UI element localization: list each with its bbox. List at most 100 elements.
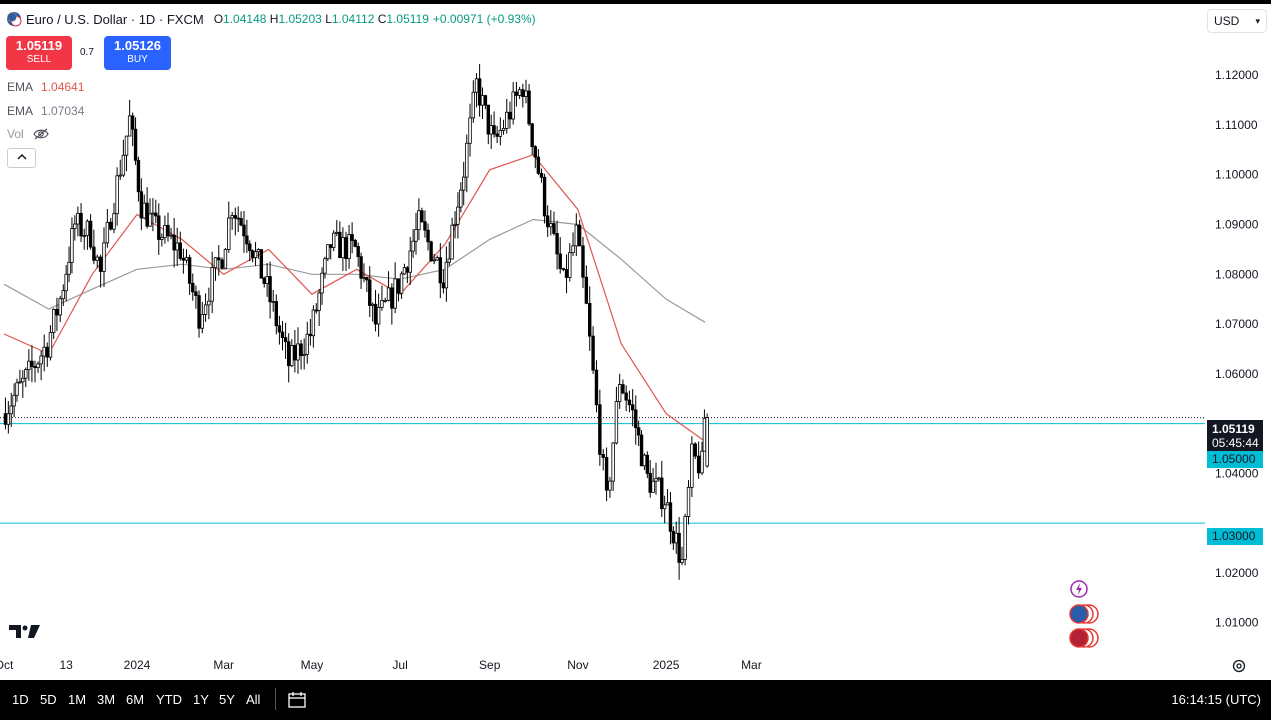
price-axis[interactable]: 1.12000 1.11000 1.10000 1.09000 1.08000 1.070… bbox=[1215, 68, 1259, 629]
candle bbox=[505, 98, 509, 134]
candle-body bbox=[456, 206, 460, 225]
candle bbox=[495, 125, 499, 144]
range-3m-button[interactable]: 3M bbox=[97, 692, 116, 707]
candle-body bbox=[350, 234, 354, 241]
candle bbox=[277, 315, 282, 345]
eye-crossed-icon[interactable] bbox=[32, 127, 50, 141]
utc-clock[interactable]: 16:14:15 (UTC) bbox=[1171, 692, 1261, 707]
candle bbox=[668, 492, 673, 545]
ema-slow-legend[interactable]: EMA 1.07034 bbox=[7, 104, 84, 118]
candle-body bbox=[265, 276, 269, 284]
calendar-icon[interactable] bbox=[287, 690, 307, 710]
y-tick-label: 1.10000 bbox=[1215, 168, 1259, 182]
candle bbox=[230, 212, 234, 230]
lightning-icon bbox=[1070, 580, 1088, 598]
candle-body bbox=[157, 215, 161, 240]
candle-body bbox=[411, 240, 415, 252]
candle bbox=[527, 84, 531, 127]
range-1d-button[interactable]: 1D bbox=[12, 692, 29, 707]
candle bbox=[268, 261, 272, 319]
symbol-title[interactable]: Euro / U.S. Dollar · 1D · FXCM bbox=[26, 11, 204, 27]
open-value: 1.04148 bbox=[223, 12, 267, 26]
candle bbox=[441, 269, 446, 294]
candle-body bbox=[486, 104, 490, 135]
current-candle-body bbox=[705, 417, 709, 467]
range-ytd-button[interactable]: YTD bbox=[156, 692, 182, 707]
candle-body bbox=[175, 242, 179, 251]
candle-body bbox=[654, 478, 658, 482]
candle-body bbox=[82, 235, 86, 237]
last-price-value: 1.05119 bbox=[1212, 422, 1255, 436]
buy-button[interactable]: 1.05126 BUY bbox=[104, 36, 171, 70]
candle-body bbox=[18, 381, 22, 384]
candle-body bbox=[341, 237, 345, 259]
candle-body bbox=[483, 95, 488, 106]
candle bbox=[256, 248, 261, 259]
candle-body bbox=[674, 532, 678, 544]
candle bbox=[370, 302, 375, 322]
event-markers[interactable] bbox=[1069, 580, 1099, 648]
range-1m-button[interactable]: 1M bbox=[68, 692, 87, 707]
candle bbox=[399, 271, 404, 299]
tradingview-logo-icon[interactable] bbox=[9, 623, 41, 639]
candle-body bbox=[217, 257, 221, 261]
candle-body bbox=[320, 272, 324, 294]
candle bbox=[39, 350, 43, 381]
candle-body bbox=[191, 282, 195, 293]
candle-body bbox=[627, 399, 632, 406]
range-all-button[interactable]: All bbox=[246, 692, 261, 707]
range-1y-button[interactable]: 1Y bbox=[193, 692, 209, 707]
range-5y-button[interactable]: 5Y bbox=[219, 692, 235, 707]
candle bbox=[545, 205, 550, 237]
ema-fast-legend[interactable]: EMA 1.04641 bbox=[7, 80, 84, 94]
currency-select[interactable]: USD ▾ bbox=[1207, 9, 1267, 33]
candle bbox=[70, 217, 74, 274]
candle-body bbox=[405, 267, 410, 273]
candle bbox=[549, 209, 553, 236]
candle-body bbox=[581, 245, 585, 278]
candle bbox=[36, 361, 40, 373]
candle-body bbox=[48, 332, 53, 358]
candle bbox=[492, 111, 496, 138]
candle-body bbox=[420, 210, 424, 223]
candle-body bbox=[207, 300, 211, 306]
range-6m-button[interactable]: 6M bbox=[126, 692, 145, 707]
candle bbox=[450, 217, 454, 260]
candle-body bbox=[450, 224, 454, 260]
candle bbox=[471, 80, 475, 123]
time-axis[interactable]: Oct 13 2024 Mar May Jul Sep Nov 2025 Mar bbox=[0, 658, 762, 672]
candle bbox=[73, 215, 77, 241]
bar-countdown: 05:45:44 bbox=[1212, 436, 1259, 450]
candle-body bbox=[399, 273, 404, 294]
y-tick-label: 1.02000 bbox=[1215, 566, 1259, 580]
candle bbox=[172, 218, 176, 268]
candle-body bbox=[197, 295, 201, 329]
gear-icon[interactable] bbox=[1231, 658, 1247, 674]
candle-body bbox=[621, 384, 625, 394]
volume-legend[interactable]: Vol bbox=[7, 127, 50, 141]
candle bbox=[320, 267, 324, 305]
candle bbox=[102, 227, 106, 287]
candle-body bbox=[302, 353, 306, 356]
candle-body bbox=[471, 91, 475, 119]
x-tick-label: Jul bbox=[392, 658, 407, 672]
candle bbox=[227, 201, 231, 253]
candle bbox=[383, 297, 387, 303]
range-5d-button[interactable]: 5D bbox=[40, 692, 57, 707]
candle bbox=[611, 442, 615, 492]
candle bbox=[213, 257, 218, 281]
collapse-legend-button[interactable] bbox=[7, 148, 36, 168]
price-chart[interactable]: 1.12000 1.11000 1.10000 1.09000 1.08000 1.070… bbox=[0, 4, 1271, 680]
candle-body bbox=[233, 215, 238, 219]
candle bbox=[468, 103, 472, 157]
sell-button[interactable]: 1.05119 SELL bbox=[6, 36, 72, 70]
candle bbox=[642, 453, 647, 470]
candle-body bbox=[223, 249, 228, 269]
candle-body bbox=[95, 256, 99, 261]
candle-body bbox=[408, 250, 412, 273]
candle bbox=[530, 122, 534, 155]
candle bbox=[693, 442, 697, 460]
candle-body bbox=[163, 224, 167, 238]
candle-body bbox=[169, 234, 173, 237]
candle bbox=[133, 117, 138, 165]
